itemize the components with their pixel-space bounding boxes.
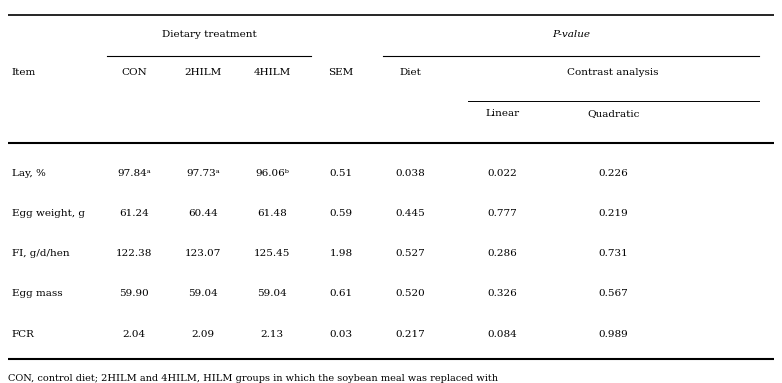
Text: 0.217: 0.217 [395,330,425,339]
Text: 0.038: 0.038 [395,169,425,178]
Text: 0.51: 0.51 [330,169,353,178]
Text: 59.04: 59.04 [257,290,287,298]
Text: 0.527: 0.527 [395,249,425,258]
Text: 97.84ᵃ: 97.84ᵃ [117,169,151,178]
Text: 0.731: 0.731 [598,249,628,258]
Text: SEM: SEM [328,68,353,77]
Text: 61.24: 61.24 [120,209,149,218]
Text: 2.04: 2.04 [123,330,145,339]
Text: CON: CON [121,68,147,77]
Text: 1.98: 1.98 [330,249,353,258]
Text: 0.03: 0.03 [330,330,353,339]
Text: 97.73ᵃ: 97.73ᵃ [186,169,221,178]
Text: 123.07: 123.07 [185,249,221,258]
Text: 61.48: 61.48 [257,209,287,218]
Text: 125.45: 125.45 [254,249,290,258]
Text: 2.09: 2.09 [192,330,215,339]
Text: FI, g/d/hen: FI, g/d/hen [12,249,70,258]
Text: 0.022: 0.022 [487,169,517,178]
Text: Egg mass: Egg mass [12,290,63,298]
Text: Linear: Linear [485,109,519,118]
Text: 0.61: 0.61 [330,290,353,298]
Text: 0.777: 0.777 [487,209,517,218]
Text: Item: Item [12,68,36,77]
Text: Dietary treatment: Dietary treatment [162,30,256,39]
Text: 0.286: 0.286 [487,249,517,258]
Text: 0.084: 0.084 [487,330,517,339]
Text: P-value: P-value [552,30,590,39]
Text: 0.226: 0.226 [598,169,628,178]
Text: 59.90: 59.90 [120,290,149,298]
Text: 4HILM: 4HILM [253,68,291,77]
Text: Lay, %: Lay, % [12,169,45,178]
Text: 2HILM: 2HILM [185,68,222,77]
Text: 0.520: 0.520 [395,290,425,298]
Text: 60.44: 60.44 [188,209,218,218]
Text: Diet: Diet [400,68,421,77]
Text: Quadratic: Quadratic [587,109,640,118]
Text: Egg weight, g: Egg weight, g [12,209,84,218]
Text: 0.326: 0.326 [487,290,517,298]
Text: 59.04: 59.04 [188,290,218,298]
Text: FCR: FCR [12,330,34,339]
Text: 0.59: 0.59 [330,209,353,218]
Text: 0.445: 0.445 [395,209,425,218]
Text: 0.567: 0.567 [598,290,628,298]
Text: 0.219: 0.219 [598,209,628,218]
Text: 2.13: 2.13 [260,330,284,339]
Text: 122.38: 122.38 [116,249,152,258]
Text: 0.989: 0.989 [598,330,628,339]
Text: Contrast analysis: Contrast analysis [568,68,659,77]
Text: 96.06ᵇ: 96.06ᵇ [255,169,289,178]
Text: CON, control diet; 2HILM and 4HILM, HILM groups in which the soybean meal was re: CON, control diet; 2HILM and 4HILM, HILM… [8,373,498,383]
